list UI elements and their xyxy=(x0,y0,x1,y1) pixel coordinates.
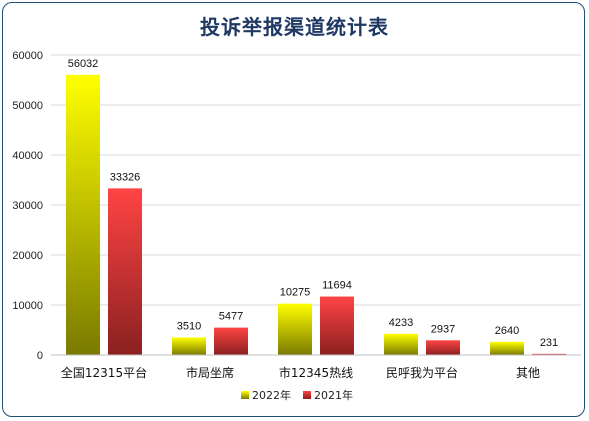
legend-swatch xyxy=(241,391,249,399)
data-label: 4233 xyxy=(389,317,413,329)
bar-4-0 xyxy=(490,341,524,355)
bar-3-1 xyxy=(426,340,460,355)
data-label: 56032 xyxy=(68,58,99,70)
data-label: 11694 xyxy=(322,280,352,292)
y-tick-label: 0 xyxy=(37,350,43,362)
x-category-label: 市12345热线 xyxy=(279,365,353,380)
bar-2-1 xyxy=(320,296,354,355)
data-label: 2640 xyxy=(495,325,519,337)
x-category-label: 民呼我为平台 xyxy=(386,365,458,380)
x-category-label: 全国12315平台 xyxy=(61,365,147,380)
y-tick-label: 60000 xyxy=(12,50,43,62)
chart-title: 投诉举报渠道统计表 xyxy=(200,15,389,39)
data-label: 10275 xyxy=(280,287,311,299)
data-label: 231 xyxy=(540,337,558,349)
y-tick-label: 50000 xyxy=(12,100,43,112)
data-label: 2937 xyxy=(431,323,455,335)
chart-frame: 投诉举报渠道统计表 0 10000 20000 30000 40000 50000 6000… xyxy=(2,2,585,417)
data-label: 3510 xyxy=(177,320,201,332)
bar-chart: 0 10000 20000 30000 40000 50000 60000 56032 333… xyxy=(12,50,581,402)
data-label: 33326 xyxy=(110,171,141,183)
y-tick-label: 30000 xyxy=(12,200,43,212)
legend-label: 2021年 xyxy=(314,388,353,402)
x-category-label: 市局坐席 xyxy=(186,365,234,380)
y-tick-label: 10000 xyxy=(12,300,43,312)
x-category-label: 其他 xyxy=(516,366,540,380)
y-tick-label: 40000 xyxy=(12,150,43,162)
legend-label: 2022年 xyxy=(252,388,291,402)
y-tick-label: 20000 xyxy=(12,250,43,262)
bar-4-1 xyxy=(532,353,566,355)
bar-1-1 xyxy=(214,327,248,355)
bar-0-0 xyxy=(66,74,100,355)
bar-1-0 xyxy=(172,337,206,355)
bar-2-0 xyxy=(278,303,312,355)
data-label: 5477 xyxy=(219,311,243,323)
bar-0-1 xyxy=(108,188,142,355)
legend-swatch xyxy=(303,391,311,399)
bar-3-0 xyxy=(384,333,418,355)
